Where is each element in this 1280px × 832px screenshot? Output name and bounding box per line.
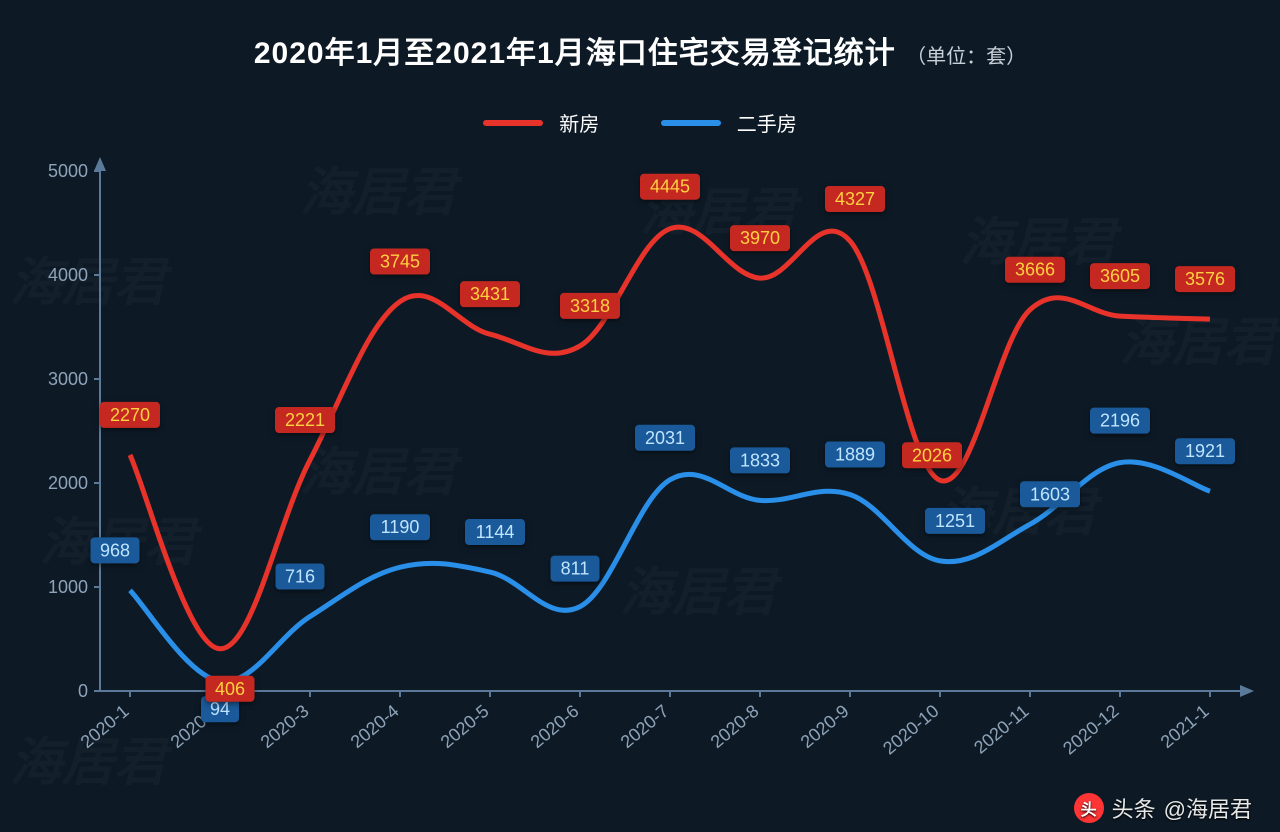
legend: 新房 二手房 [0,108,1280,137]
data-label: 811 [561,559,590,579]
x-tick-label: 2020-10 [879,701,942,759]
data-label: 2270 [110,405,150,425]
legend-swatch-new [483,120,543,126]
chart-svg: 0100020003000400050002020-12020-22020-32… [30,150,1260,792]
data-label: 2031 [645,428,685,448]
data-label: 4327 [835,189,875,209]
y-tick-label: 5000 [48,161,88,181]
data-label: 716 [285,567,315,587]
chart-title-row: 2020年1月至2021年1月海口住宅交易登记统计 （单位：套） [0,0,1280,72]
x-tick-label: 2020-11 [970,701,1032,758]
data-label: 1190 [381,517,420,537]
legend-item-second: 二手房 [661,108,797,137]
x-tick-label: 2020-1 [77,701,133,752]
x-tick-label: 2020-3 [257,701,313,752]
attribution-handle: @海居君 [1164,792,1252,824]
data-label: 3605 [1100,266,1140,286]
x-tick-label: 2020-9 [797,701,853,752]
data-label: 2221 [285,410,325,430]
x-axis-arrow [1240,685,1254,697]
legend-item-new: 新房 [483,108,599,137]
legend-label-second: 二手房 [737,108,797,137]
data-label: 406 [215,679,245,699]
x-tick-label: 2020-8 [707,701,763,752]
x-tick-label: 2020-6 [527,701,583,752]
legend-label-new: 新房 [559,108,599,137]
data-label: 1603 [1030,484,1070,504]
data-label: 4445 [650,177,690,197]
data-label: 1889 [835,445,875,465]
chart-unit: （单位：套） [906,46,1026,68]
data-label: 3970 [740,228,780,248]
legend-swatch-second [661,120,721,126]
data-label: 1921 [1185,441,1225,461]
x-tick-label: 2020-7 [617,701,673,752]
data-label: 3431 [470,284,510,304]
y-tick-label: 2000 [48,473,88,493]
y-axis-arrow [94,157,106,171]
chart-area: 0100020003000400050002020-12020-22020-32… [30,150,1260,792]
y-tick-label: 0 [78,681,88,701]
data-label: 968 [100,540,130,560]
data-label: 3576 [1185,269,1225,289]
y-tick-label: 4000 [48,265,88,285]
data-label: 2196 [1100,411,1140,431]
attribution-prefix: 头条 [1112,792,1156,824]
data-label: 2026 [912,445,952,465]
data-label: 3745 [380,252,420,272]
chart-title: 2020年1月至2021年1月海口住宅交易登记统计 [254,37,896,70]
x-tick-label: 2020-5 [437,701,493,752]
data-label: 3318 [570,296,610,316]
data-label: 1251 [935,511,975,531]
data-label: 1144 [476,522,515,542]
x-tick-label: 2020-4 [347,701,403,752]
data-label: 1833 [740,450,780,470]
data-label: 3666 [1015,260,1055,280]
y-tick-label: 3000 [48,369,88,389]
attribution-logo: 头 [1074,793,1104,823]
data-label: 94 [210,699,230,719]
attribution: 头 头条 @海居君 [1074,792,1252,824]
x-tick-label: 2020-12 [1059,701,1122,759]
x-tick-label: 2021-1 [1157,701,1213,752]
y-tick-label: 1000 [48,577,88,597]
